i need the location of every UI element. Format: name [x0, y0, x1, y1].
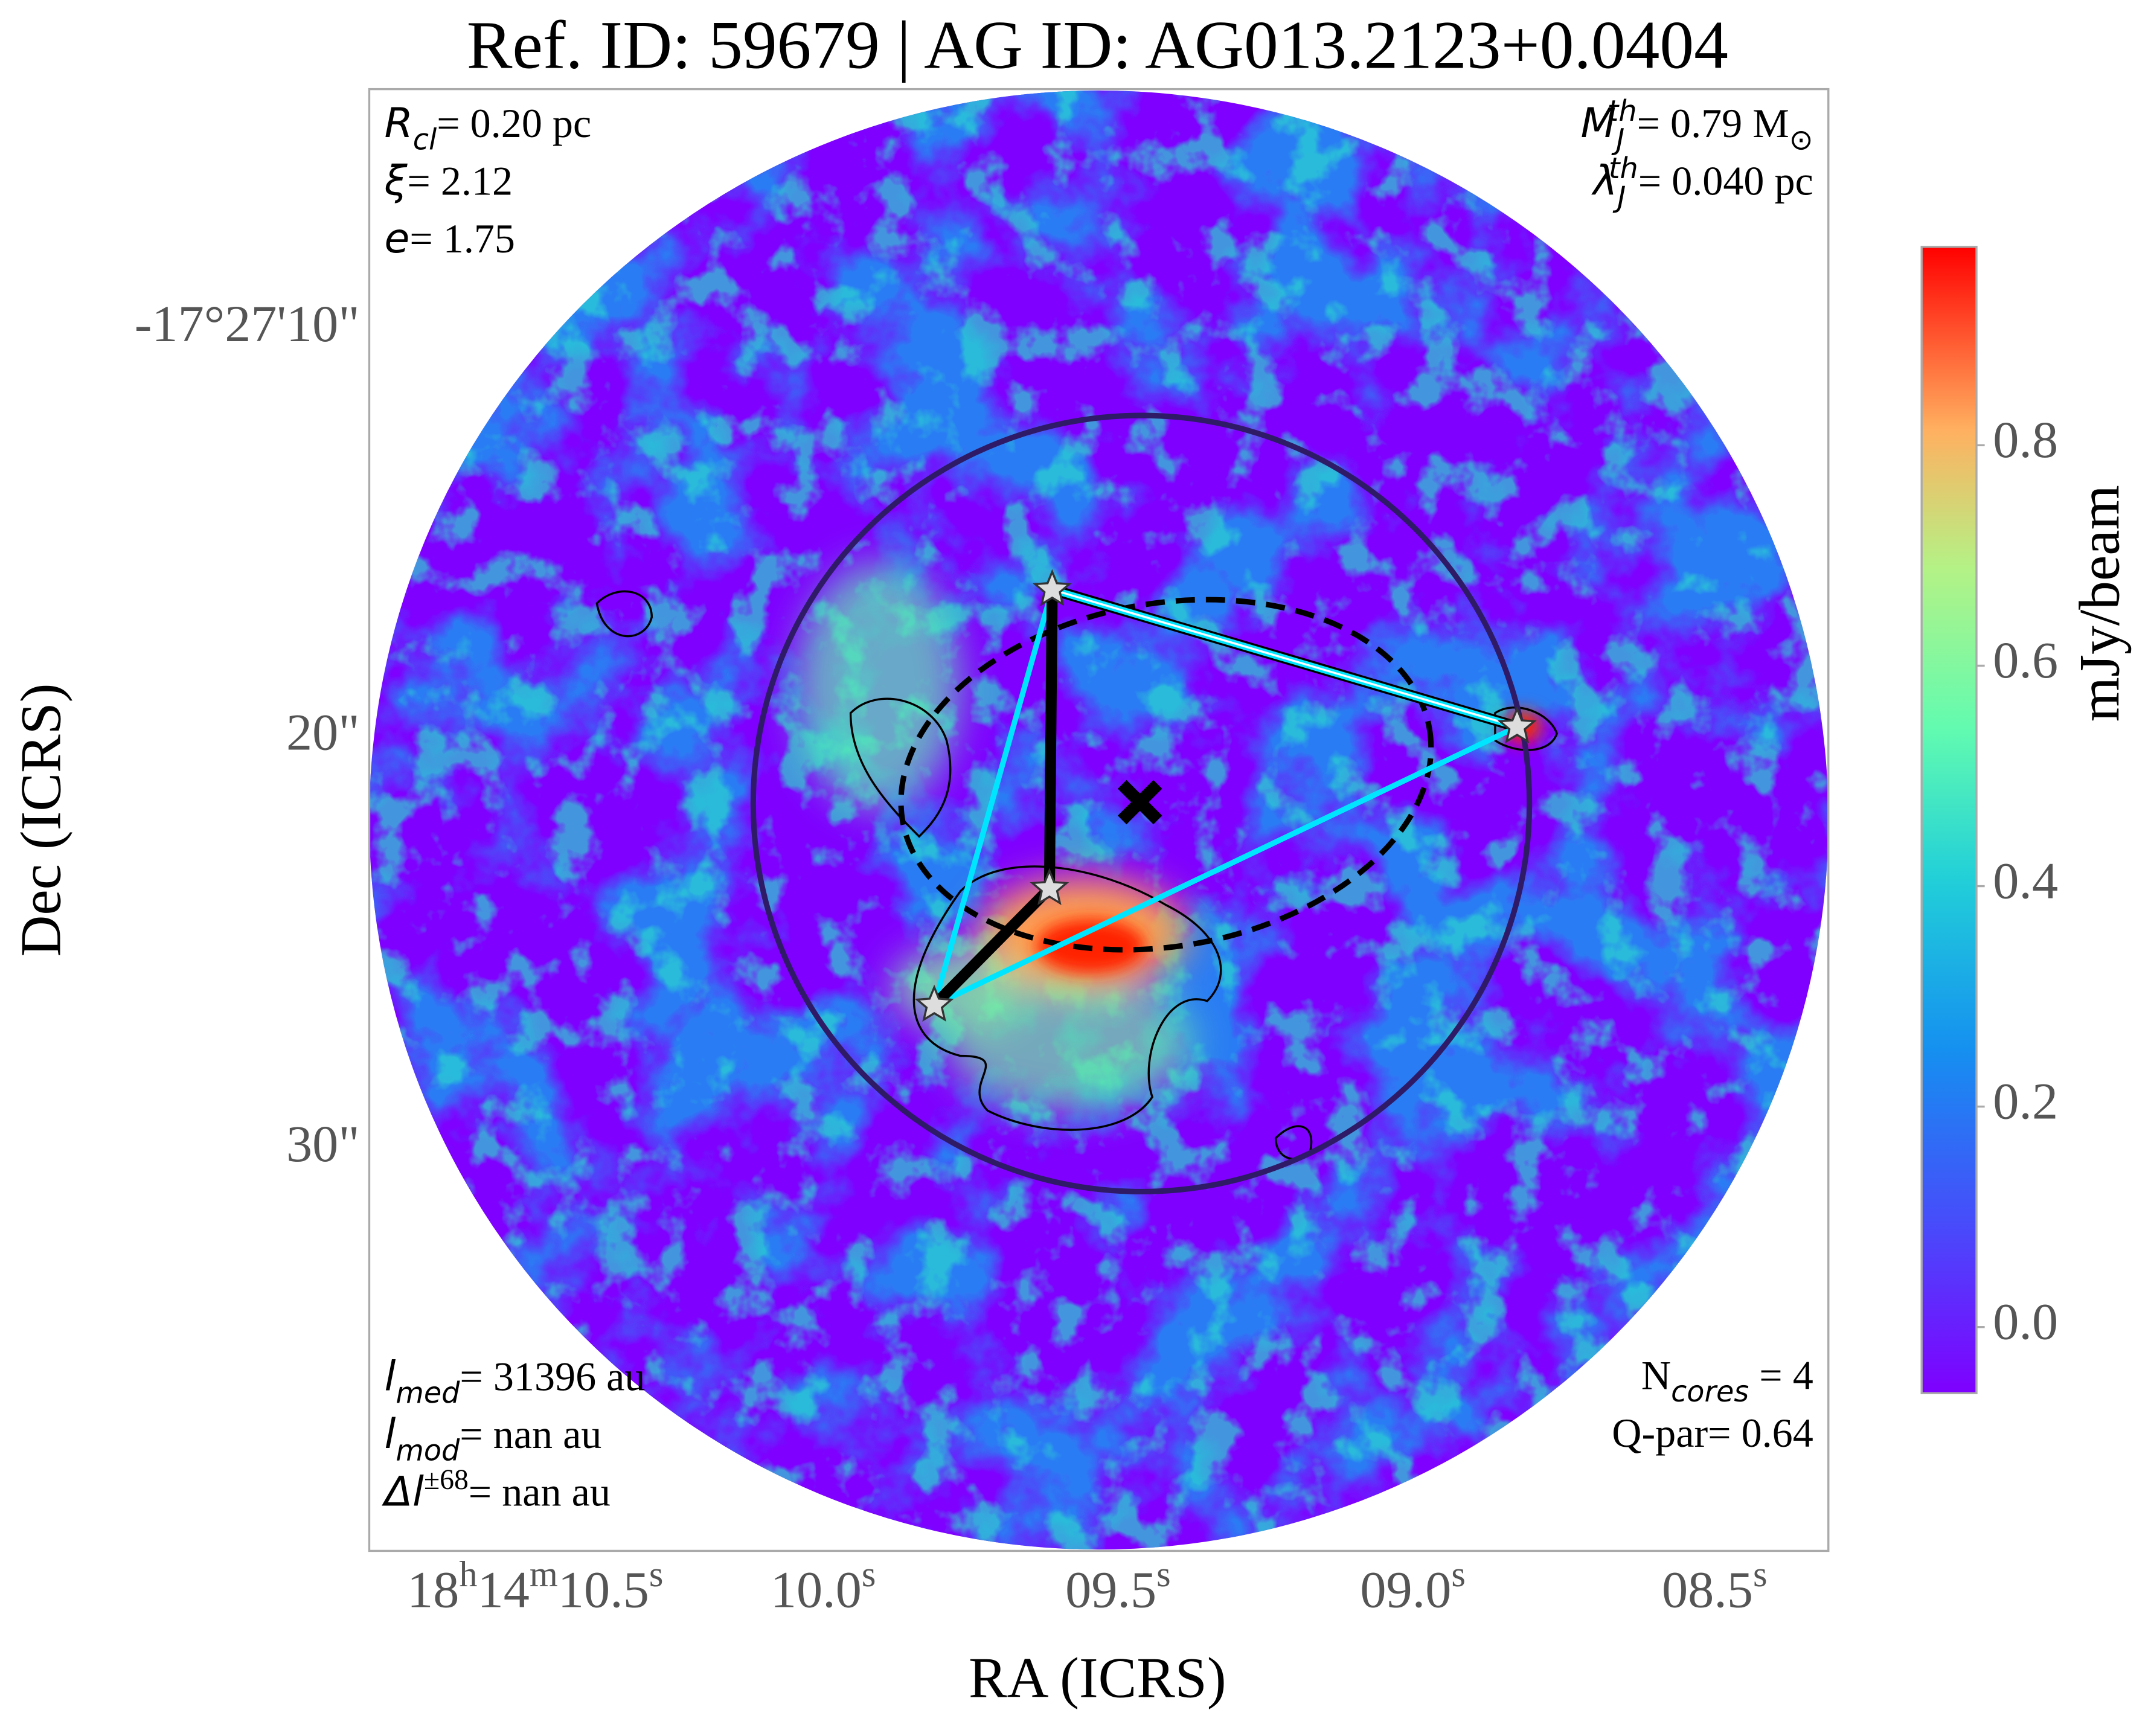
annotation: ξ= 2.12 — [383, 157, 513, 205]
annotation: Q-par= 0.64 — [1612, 1410, 1813, 1456]
text-part: M — [1580, 100, 1616, 147]
x-tick-label: 09.0s — [1360, 1554, 1466, 1619]
x-tick-label: 18h14m10.5s — [407, 1554, 663, 1619]
text-part: = 0.040 pc — [1638, 158, 1813, 203]
colorbar-tick-label: 0.2 — [1993, 1072, 2058, 1130]
text-part: λ — [1591, 157, 1617, 205]
text-part: 18 — [407, 1561, 459, 1619]
x-axis: 18h14m10.5s 10.0s 09.5s 09.0s 08.5s — [407, 1554, 1767, 1619]
text-part: = 2.12 — [407, 158, 513, 203]
text-part: m — [530, 1554, 558, 1595]
text-part: Δl — [381, 1468, 424, 1516]
text-part: e — [384, 215, 409, 263]
text-part: 14 — [478, 1561, 530, 1619]
chart-title: Ref. ID: 59679 | AG ID: AG013.2123+0.040… — [467, 7, 1728, 83]
text-part: N — [1641, 1352, 1671, 1398]
text-part: s — [862, 1554, 876, 1595]
colorbar-label: mJy/beam — [2067, 485, 2131, 722]
text-part: 09.5 — [1065, 1561, 1156, 1619]
x-axis-label: RA (ICRS) — [969, 1646, 1226, 1710]
annotation: Rcl= 0.20 pc — [384, 100, 591, 156]
mst-edges — [930, 584, 1519, 1009]
text-part: = 0.20 pc — [437, 100, 591, 146]
text-part: mod — [396, 1435, 460, 1468]
y-tick-label: 20" — [286, 703, 360, 761]
y-tick-label: -17°27'10" — [135, 295, 360, 353]
text-part: th — [1608, 95, 1637, 128]
text-part: ξ — [383, 157, 408, 205]
colorbar-tick-label: 0.8 — [1993, 411, 2058, 469]
y-tick-label: 30" — [286, 1115, 360, 1173]
text-part: s — [1451, 1554, 1466, 1595]
y-axis-label: Dec (ICRS) — [9, 684, 73, 957]
text-part: th — [1609, 152, 1638, 185]
text-part: h — [459, 1554, 477, 1595]
text-part: Q-par= 0.64 — [1612, 1410, 1813, 1456]
colorbar-axis: 0.0 0.2 0.4 0.6 0.8 — [1976, 411, 2058, 1351]
text-part: l — [384, 1353, 396, 1401]
annotation: λJth= 0.040 pc — [1591, 152, 1813, 214]
text-part: R — [384, 100, 412, 147]
x-tick-label: 09.5s — [1065, 1554, 1171, 1619]
annotation: lmod= nan au — [384, 1411, 601, 1467]
colorbar-tick-label: 0.4 — [1993, 851, 2058, 909]
cluster-circle — [750, 412, 1533, 1194]
text-part: ±68 — [424, 1464, 469, 1496]
center-marker — [1117, 780, 1162, 825]
cores — [914, 569, 1537, 1022]
core-star — [1497, 706, 1537, 743]
core-star — [1030, 868, 1069, 905]
annotation: lmed= 31396 au — [384, 1353, 645, 1410]
text-part: 09.0 — [1360, 1561, 1451, 1619]
text-part: s — [649, 1554, 664, 1595]
annotation: e= 1.75 — [384, 215, 515, 263]
colorbar-tick-label: 0.0 — [1993, 1293, 2058, 1351]
text-part: = nan au — [460, 1411, 601, 1457]
text-part: med — [396, 1377, 460, 1410]
text-part: 10.0 — [771, 1561, 862, 1619]
text-part: s — [1156, 1554, 1171, 1595]
annotation: Δl±68= nan au — [381, 1464, 610, 1516]
text-part: = 1.75 — [409, 216, 515, 261]
annotation: MJth= 0.79 M⊙ — [1580, 95, 1813, 157]
plot-frame — [368, 88, 1830, 1552]
text-part: 08.5 — [1662, 1561, 1753, 1619]
text-part: ⊙ — [1789, 125, 1813, 156]
text-part: = 31396 au — [460, 1354, 645, 1400]
x-tick-label: 08.5s — [1662, 1554, 1768, 1619]
intensity-map — [369, 90, 1829, 1550]
colorbar-tick-label: 0.6 — [1993, 631, 2058, 689]
y-axis: -17°27'10" 20" 30" — [135, 295, 360, 1173]
text-part: = 4 — [1749, 1352, 1813, 1398]
text-part: l — [384, 1411, 396, 1458]
fit-ellipse — [898, 597, 1434, 953]
text-part: s — [1753, 1554, 1768, 1595]
x-tick-label: 10.0s — [771, 1554, 876, 1619]
core-star — [1032, 569, 1072, 606]
text-part: cl — [413, 124, 437, 157]
text-part: = 0.79 M — [1637, 100, 1789, 146]
text-part: 10.5 — [558, 1561, 649, 1619]
core-star — [914, 984, 954, 1022]
text-part: = nan au — [469, 1469, 611, 1514]
colorbar — [1920, 246, 1978, 1394]
annotation: Ncores = 4 — [1641, 1352, 1813, 1408]
text-part: cores — [1671, 1376, 1749, 1409]
